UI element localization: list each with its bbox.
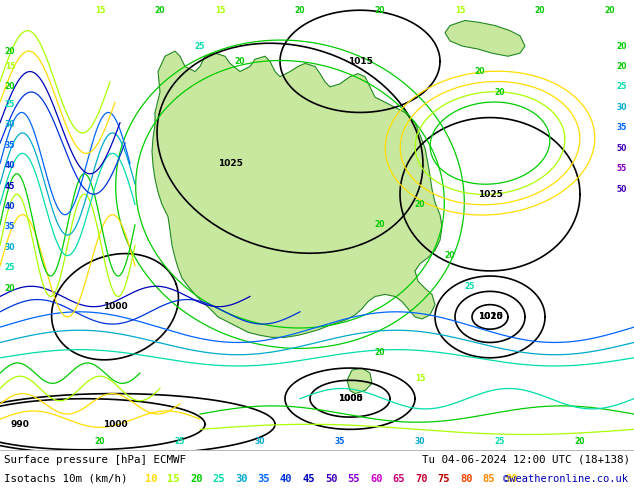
- Text: 80: 80: [460, 474, 472, 484]
- Text: 50: 50: [617, 185, 627, 194]
- Text: 35: 35: [257, 474, 270, 484]
- Text: 75: 75: [437, 474, 450, 484]
- Text: 15: 15: [167, 474, 180, 484]
- Text: 60: 60: [370, 474, 382, 484]
- Text: 990: 990: [11, 420, 29, 429]
- Text: 20: 20: [4, 47, 15, 56]
- Text: 15: 15: [215, 6, 225, 15]
- Text: 90: 90: [505, 474, 517, 484]
- Text: 20: 20: [575, 437, 585, 446]
- Text: 15: 15: [5, 62, 15, 71]
- Text: 50: 50: [617, 144, 627, 153]
- Text: 1015: 1015: [477, 313, 502, 321]
- Text: 25: 25: [212, 474, 225, 484]
- Text: 15: 15: [95, 6, 105, 15]
- Text: 30: 30: [255, 437, 265, 446]
- Text: 55: 55: [347, 474, 360, 484]
- Text: ©weatheronline.co.uk: ©weatheronline.co.uk: [503, 474, 628, 484]
- Text: 1000: 1000: [338, 394, 362, 403]
- Text: 20: 20: [190, 474, 202, 484]
- Text: 20: 20: [617, 42, 627, 50]
- Text: 70: 70: [415, 474, 427, 484]
- Text: 35: 35: [335, 437, 345, 446]
- Text: Isotachs 10m (km/h): Isotachs 10m (km/h): [4, 474, 127, 484]
- Polygon shape: [347, 368, 372, 393]
- Text: 85: 85: [482, 474, 495, 484]
- Polygon shape: [152, 51, 442, 337]
- Text: 20: 20: [444, 251, 455, 260]
- Text: 20: 20: [375, 220, 385, 229]
- Text: 15: 15: [415, 374, 425, 383]
- Text: 20: 20: [617, 62, 627, 71]
- Text: 1005: 1005: [338, 394, 363, 403]
- Text: 25: 25: [195, 42, 205, 50]
- Text: 20: 20: [295, 6, 305, 15]
- Text: Surface pressure [hPa] ECMWF: Surface pressure [hPa] ECMWF: [4, 455, 186, 465]
- Text: 40: 40: [4, 161, 15, 170]
- Text: 25: 25: [5, 263, 15, 272]
- Text: 40: 40: [4, 202, 15, 211]
- Text: 15: 15: [455, 6, 465, 15]
- Text: 45: 45: [5, 182, 15, 191]
- Text: 1000: 1000: [103, 420, 127, 429]
- Text: Tu 04-06-2024 12:00 UTC (18+138): Tu 04-06-2024 12:00 UTC (18+138): [422, 455, 630, 465]
- Text: 20: 20: [4, 82, 15, 92]
- Text: 20: 20: [534, 6, 545, 15]
- Text: 20: 20: [155, 6, 165, 15]
- Text: 35: 35: [617, 123, 627, 132]
- Text: 25: 25: [617, 82, 627, 92]
- Text: 30: 30: [4, 243, 15, 252]
- Text: 20: 20: [375, 6, 385, 15]
- Text: 20: 20: [94, 437, 105, 446]
- Text: 25: 25: [175, 437, 185, 446]
- Text: 20: 20: [375, 348, 385, 357]
- Text: 20: 20: [495, 88, 505, 97]
- Text: 30: 30: [4, 120, 15, 129]
- Text: 1000: 1000: [103, 302, 127, 311]
- Text: 20: 20: [235, 57, 245, 66]
- Text: 35: 35: [5, 222, 15, 231]
- Text: 45: 45: [302, 474, 315, 484]
- Text: 25: 25: [495, 437, 505, 446]
- Text: 35: 35: [5, 141, 15, 149]
- Text: 30: 30: [235, 474, 247, 484]
- Text: 20: 20: [415, 200, 425, 209]
- Text: 10: 10: [145, 474, 157, 484]
- Text: 20: 20: [605, 6, 615, 15]
- Text: 25: 25: [465, 282, 476, 291]
- Text: 65: 65: [392, 474, 405, 484]
- Text: 1020: 1020: [477, 313, 502, 321]
- Text: 1025: 1025: [477, 190, 502, 199]
- Text: 55: 55: [617, 164, 627, 173]
- Text: 30: 30: [415, 437, 425, 446]
- Text: 1015: 1015: [347, 57, 372, 66]
- Text: 20: 20: [475, 67, 485, 76]
- Text: 30: 30: [617, 103, 627, 112]
- Text: 40: 40: [280, 474, 292, 484]
- Text: 20: 20: [4, 284, 15, 293]
- Text: 25: 25: [5, 100, 15, 109]
- Text: 1025: 1025: [217, 159, 242, 168]
- Polygon shape: [445, 21, 525, 56]
- Text: 50: 50: [325, 474, 337, 484]
